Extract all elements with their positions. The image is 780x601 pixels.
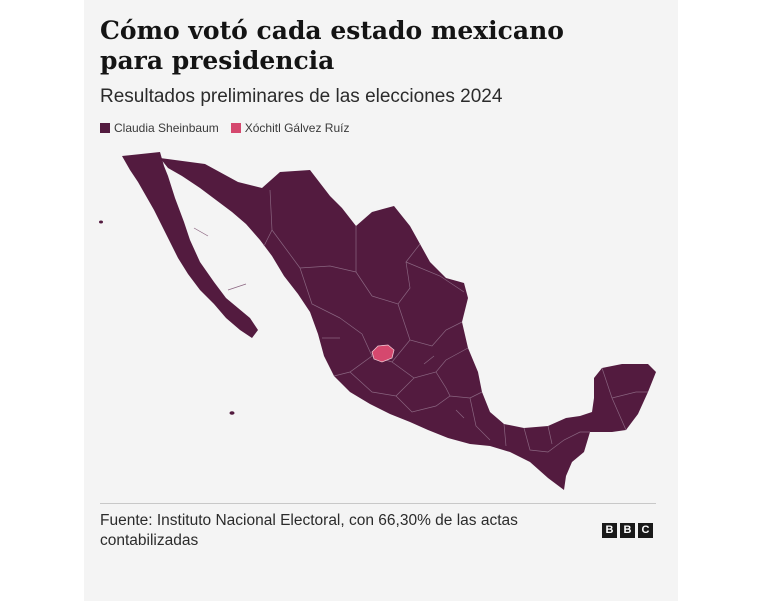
legend: Claudia Sheinbaum Xóchitl Gálvez Ruíz xyxy=(100,121,349,135)
bbc-logo: B B C xyxy=(602,523,653,538)
divider xyxy=(100,503,656,504)
legend-swatch-galvez xyxy=(230,123,241,133)
island-guadalupe xyxy=(99,220,103,224)
bbc-logo-letter-1: B xyxy=(602,523,617,538)
bbc-logo-letter-2: B xyxy=(620,523,635,538)
legend-swatch-sheinbaum xyxy=(100,123,110,133)
source-note: Fuente: Instituto Nacional Electoral, co… xyxy=(100,512,518,549)
chart-title: Cómo votó cada estado mexicano para pres… xyxy=(100,16,564,75)
mainland-region xyxy=(160,158,656,490)
bbc-logo-letter-3: C xyxy=(638,523,653,538)
legend-item-sheinbaum: Claudia Sheinbaum xyxy=(100,121,219,135)
chart-subtitle: Resultados preliminares de las eleccione… xyxy=(100,86,503,107)
aguascalientes-region xyxy=(371,344,395,363)
baja-california-region xyxy=(122,152,258,338)
legend-label-galvez: Xóchitl Gálvez Ruíz xyxy=(244,121,350,135)
legend-label-sheinbaum: Claudia Sheinbaum xyxy=(114,121,219,135)
mexico-map xyxy=(99,152,656,490)
legend-item-galvez: Xóchitl Gálvez Ruíz xyxy=(230,121,350,135)
island-socorro xyxy=(229,411,235,415)
